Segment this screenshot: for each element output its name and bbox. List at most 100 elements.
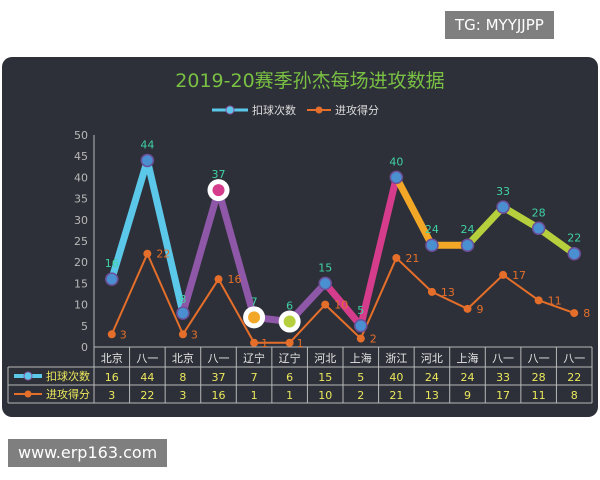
points-marker xyxy=(392,253,401,262)
table-cell-spikes: 6 xyxy=(286,371,293,384)
points-marker xyxy=(321,300,330,309)
legend-item-points: 进攻得分 xyxy=(307,103,379,117)
y-tick-label: 25 xyxy=(74,235,88,248)
chart-panel: 2019-20赛季孙杰每场进攻数据 扣球次数 进攻得分 0 5 10 15 20 25 30… xyxy=(2,57,598,417)
table-cell-points: 2 xyxy=(357,389,364,402)
data-label-points: 22 xyxy=(156,248,170,261)
data-label-points: 9 xyxy=(477,303,484,316)
data-label-points: 16 xyxy=(228,273,242,286)
table-cell-spikes: 8 xyxy=(179,371,186,384)
table-key-spikes-marker xyxy=(23,371,33,381)
series-spikes-markers xyxy=(105,153,581,333)
table-header-category: 八一 xyxy=(136,352,158,365)
data-label-points: 3 xyxy=(120,328,127,341)
points-marker xyxy=(107,330,116,339)
table-cell-points: 16 xyxy=(212,389,226,402)
table-cell-spikes: 22 xyxy=(567,371,581,384)
y-tick-label: 0 xyxy=(81,341,88,354)
legend-label-spikes: 扣球次数 xyxy=(252,103,296,117)
table-cell-points: 1 xyxy=(286,389,293,402)
points-marker xyxy=(143,249,152,258)
table-header-category: 八一 xyxy=(492,352,514,365)
table-cell-points: 17 xyxy=(496,389,510,402)
points-marker xyxy=(499,270,508,279)
points-marker xyxy=(214,275,223,284)
legend-label-points: 进攻得分 xyxy=(335,103,379,117)
y-tick-label: 20 xyxy=(74,256,88,269)
data-label-spikes: 16 xyxy=(105,257,119,270)
table-cell-points: 13 xyxy=(425,389,439,402)
series-spikes-segment xyxy=(108,156,151,283)
data-label-points: 3 xyxy=(191,328,198,341)
series-spikes-segment xyxy=(143,156,187,317)
spikes-marker xyxy=(354,319,368,333)
table-cell-spikes: 37 xyxy=(212,371,226,384)
table-header-category: 八一 xyxy=(208,352,230,365)
table-header-category: 上海 xyxy=(350,351,372,365)
table-header-category: 辽宁 xyxy=(279,351,301,365)
y-tick-label: 35 xyxy=(74,193,88,206)
spikes-marker xyxy=(318,276,332,291)
table-row-label-spikes: 扣球次数 xyxy=(46,369,90,383)
series-spikes-segment xyxy=(357,173,400,330)
spikes-marker xyxy=(460,238,475,252)
series-spikes-segment xyxy=(179,186,222,317)
data-table: 北京 16 3 八一 44 22 北京 8 3 八一 37 16 辽宁 7 1 辽宁 6 1 河北 15 10 上海 5 2 浙… xyxy=(7,346,593,404)
data-label-spikes: 15 xyxy=(318,261,332,274)
points-marker xyxy=(178,330,187,339)
points-marker xyxy=(356,334,365,343)
table-header-category: 八一 xyxy=(563,352,585,365)
table-header-category: 浙江 xyxy=(385,352,407,365)
spikes-marker-highlight xyxy=(248,311,261,324)
table-cell-spikes: 33 xyxy=(496,371,510,384)
data-label-points: 1 xyxy=(297,337,304,350)
series-spikes-segment xyxy=(392,173,436,249)
table-cell-points: 22 xyxy=(140,389,154,402)
points-marker xyxy=(427,287,436,296)
table-header-category: 上海 xyxy=(457,351,479,365)
table-cell-spikes: 16 xyxy=(105,371,119,384)
table-cell-points: 10 xyxy=(318,389,332,402)
table-cell-points: 3 xyxy=(179,389,186,402)
table-header-category: 北京 xyxy=(101,351,123,365)
series-points-markers xyxy=(107,249,579,347)
spikes-marker xyxy=(389,170,404,185)
table-cell-spikes: 5 xyxy=(357,371,364,384)
y-tick-label: 30 xyxy=(74,214,88,227)
data-label-points: 10 xyxy=(334,299,348,312)
data-label-points: 13 xyxy=(441,286,455,299)
y-tick-label: 5 xyxy=(81,320,88,333)
data-label-spikes: 8 xyxy=(179,293,186,306)
data-label-points: 2 xyxy=(370,333,377,346)
table-cell-points: 3 xyxy=(108,389,115,402)
watermark-site: www.erp163.com xyxy=(8,439,168,467)
y-tick-label: 15 xyxy=(74,277,88,290)
series-spikes-segment xyxy=(535,224,578,258)
data-label-spikes: 33 xyxy=(496,185,510,198)
table-cell-points: 9 xyxy=(464,389,471,402)
table-cell-points: 11 xyxy=(532,389,546,402)
data-label-points: 1 xyxy=(261,337,268,350)
data-label-points: 21 xyxy=(405,252,419,265)
table-cell-spikes: 24 xyxy=(425,371,439,384)
data-label-spikes: 6 xyxy=(286,300,293,313)
spikes-marker-highlight xyxy=(212,184,225,197)
points-marker xyxy=(285,338,294,347)
series-points-line xyxy=(110,252,575,344)
y-tick-label: 10 xyxy=(74,299,88,312)
table-header-category: 辽宁 xyxy=(243,351,265,365)
data-label-points: 8 xyxy=(583,307,590,320)
series-spikes-segment xyxy=(215,186,258,321)
spikes-marker xyxy=(567,246,581,261)
data-label-spikes: 24 xyxy=(461,223,475,236)
series-spikes-segment xyxy=(464,203,507,249)
data-label-spikes: 5 xyxy=(357,304,364,317)
watermark-tg: TG: MYYJJPP xyxy=(445,11,554,39)
legend: 扣球次数 进攻得分 xyxy=(212,103,379,117)
table-cell-spikes: 28 xyxy=(532,371,546,384)
table-cell-points: 8 xyxy=(571,389,578,402)
y-tick-label: 40 xyxy=(74,171,88,184)
table-cell-spikes: 15 xyxy=(318,371,332,384)
table-header-category: 河北 xyxy=(314,352,336,365)
